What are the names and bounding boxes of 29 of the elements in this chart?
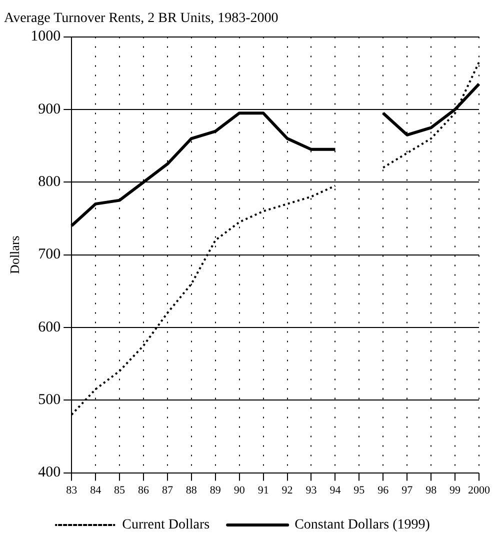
y-tick-label: 1000 xyxy=(30,28,61,45)
x-tick-label: 90 xyxy=(234,484,246,496)
x-tick-label: 96 xyxy=(378,484,390,496)
x-tick-label: 97 xyxy=(402,484,414,496)
x-tick-label: 94 xyxy=(330,484,342,496)
x-tick-label: 89 xyxy=(210,484,222,496)
x-tick-label: 93 xyxy=(306,484,318,496)
x-tick-label: 87 xyxy=(162,484,174,496)
x-tick-label: 91 xyxy=(258,484,269,496)
y-tick-label: 700 xyxy=(38,246,61,263)
x-tick-label: 98 xyxy=(426,484,438,496)
chart-title: Average Turnover Rents, 2 BR Units, 1983-2000 xyxy=(4,11,278,26)
legend-label: Constant Dollars (1999) xyxy=(294,518,430,533)
y-tick-label: 900 xyxy=(38,101,61,118)
y-axis-title: Dollars xyxy=(7,236,22,274)
x-tick-label: 83 xyxy=(66,484,78,496)
x-tick-label: 95 xyxy=(354,484,366,496)
x-tick-label: 99 xyxy=(450,484,462,496)
x-tick-label: 85 xyxy=(114,484,126,496)
y-tick-label: 400 xyxy=(38,464,61,481)
y-tick-label: 600 xyxy=(38,319,61,336)
x-tick-label: 2000 xyxy=(468,484,490,496)
x-tick-label: 84 xyxy=(90,484,102,496)
x-tick-label: 92 xyxy=(282,484,293,496)
y-tick-label: 500 xyxy=(38,392,61,408)
legend-label: Current Dollars xyxy=(122,518,210,533)
x-tick-label: 88 xyxy=(186,484,198,496)
y-tick-label: 800 xyxy=(38,174,61,190)
x-tick-label: 86 xyxy=(138,484,150,496)
